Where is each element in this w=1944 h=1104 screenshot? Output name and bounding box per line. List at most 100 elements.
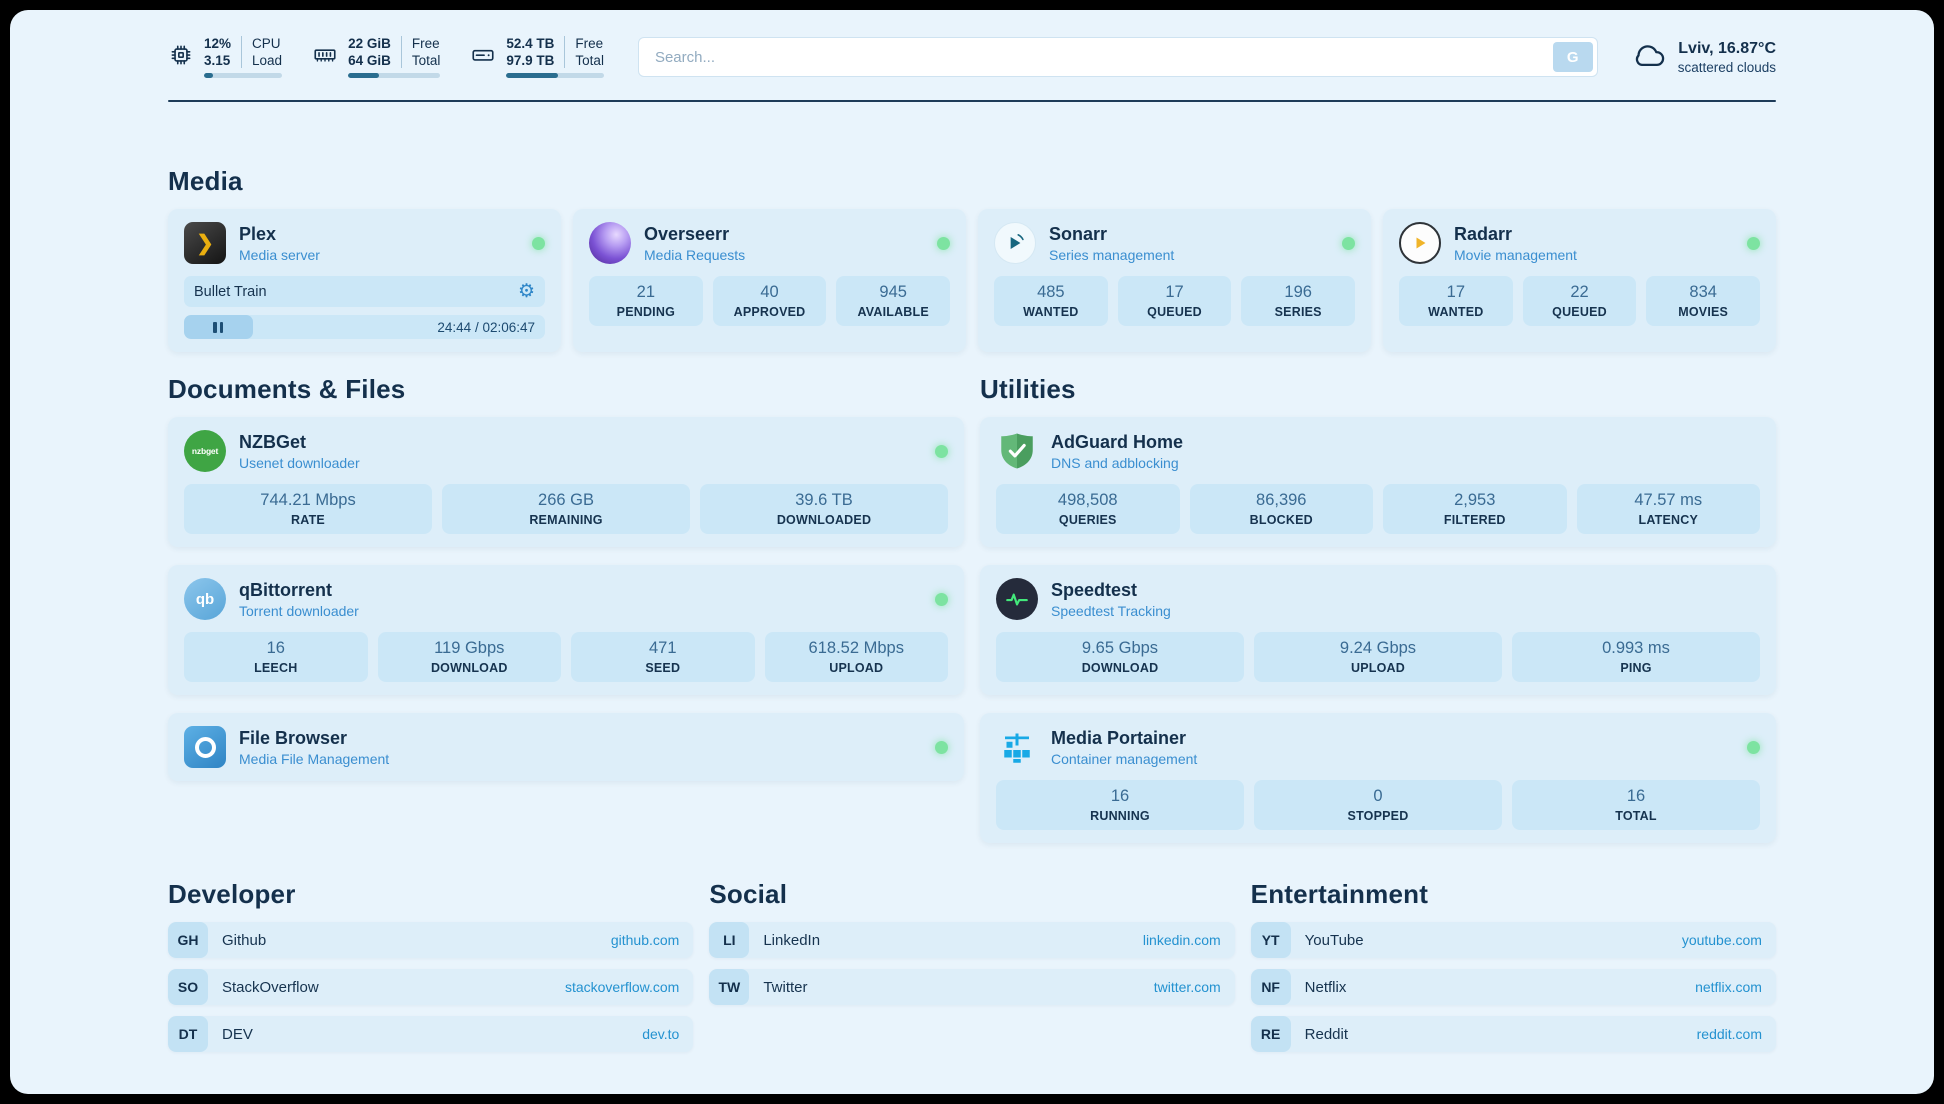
- bookmark-row-reddit[interactable]: RE Reddit reddit.com: [1250, 1016, 1776, 1052]
- bookmark-row-stackoverflow[interactable]: SO StackOverflow stackoverflow.com: [168, 969, 694, 1005]
- service-name: Speedtest: [1051, 579, 1138, 600]
- card-qbittorrent[interactable]: qb qBittorrent Torrent downloader 16 LEE…: [168, 565, 964, 695]
- service-subtitle: Media server: [239, 246, 320, 263]
- card-speedtest[interactable]: Speedtest Speedtest Tracking 9.65 Gbps D…: [980, 565, 1776, 695]
- ram-readout: 22 GiB 64 GiB Free Total: [348, 36, 441, 78]
- status-dot: [935, 444, 948, 458]
- stat-box: 471 SEED: [571, 632, 755, 682]
- bookmark-row-linkedin[interactable]: LI LinkedIn linkedin.com: [709, 922, 1235, 958]
- system-widgets: 12% 3.15 CPU Load: [168, 36, 604, 78]
- card-adguard[interactable]: AdGuard Home DNS and adblocking 498,508 …: [980, 417, 1776, 547]
- bookmark-row-youtube[interactable]: YT YouTube youtube.com: [1250, 922, 1776, 958]
- stat-label: TOTAL: [1615, 809, 1657, 823]
- bookmark-row-twitter[interactable]: TW Twitter twitter.com: [709, 969, 1235, 1005]
- stat-label: RUNNING: [1090, 809, 1150, 823]
- search-input[interactable]: [637, 37, 1598, 77]
- portainer-icon: [996, 726, 1038, 768]
- cpu-widget: 12% 3.15 CPU Load: [168, 36, 283, 78]
- ram-icon: [312, 42, 338, 73]
- stat-value: 16: [266, 639, 285, 657]
- card-sonarr[interactable]: Sonarr Series management 485 WANTED 17 Q…: [978, 209, 1371, 352]
- stat-value: 945: [879, 283, 907, 301]
- bookmark-row-netflix[interactable]: NF Netflix netflix.com: [1250, 969, 1776, 1005]
- card-nzbget[interactable]: nzbget NZBGet Usenet downloader 744.21 M…: [168, 417, 964, 547]
- stat-value: 119 Gbps: [434, 639, 505, 657]
- cpu-progress-bar: [204, 73, 283, 78]
- stat-box: 40 APPROVED: [712, 276, 827, 326]
- stat-box: 22 QUEUED: [1522, 276, 1637, 326]
- bookmark-name: StackOverflow: [222, 978, 319, 996]
- media-section-title: Media: [168, 166, 243, 196]
- stat-box: 47.57 ms LATENCY: [1576, 484, 1760, 534]
- stat-box: 9.65 Gbps DOWNLOAD: [996, 632, 1244, 682]
- stat-label: DOWNLOADED: [776, 513, 872, 527]
- stat-label: MOVIES: [1678, 305, 1729, 319]
- stat-box: 485 WANTED: [994, 276, 1108, 326]
- bookmark-group-title: Developer: [168, 879, 296, 909]
- stat-value: 16: [1110, 787, 1130, 805]
- ram-label-bottom: Total: [411, 53, 441, 68]
- stat-label: SERIES: [1274, 305, 1322, 319]
- search-provider-button[interactable]: G: [1552, 42, 1593, 72]
- playback-progress-bar: 24:44 / 02:06:47: [184, 315, 545, 339]
- bookmark-url: github.com: [610, 932, 680, 948]
- stat-value: 0: [1373, 787, 1383, 805]
- divider: [400, 36, 402, 68]
- gear-icon[interactable]: ⚙: [517, 281, 535, 302]
- content: 12% 3.15 CPU Load: [10, 10, 1934, 1094]
- service-subtitle: Series management: [1049, 246, 1175, 263]
- cpu-progress-fill: [204, 73, 214, 78]
- status-dot: [1747, 740, 1760, 754]
- stat-value: 17: [1446, 283, 1466, 301]
- bookmark-row-dev[interactable]: DT DEV dev.to: [168, 1016, 694, 1052]
- disk-label-top: Free: [575, 36, 604, 51]
- stat-label: UPLOAD: [829, 661, 884, 675]
- stat-value: 196: [1284, 283, 1312, 301]
- card-radarr[interactable]: Radarr Movie management 17 WANTED 22 QUE…: [1383, 209, 1776, 352]
- stat-label: DOWNLOAD: [1081, 661, 1159, 675]
- service-name: qBittorrent: [239, 579, 332, 600]
- stat-value: 744.21 Mbps: [260, 491, 356, 509]
- now-playing-title: Bullet Train: [194, 283, 267, 300]
- dev-icon: DT: [168, 1016, 208, 1052]
- playback-time: 24:44 / 02:06:47: [437, 319, 535, 335]
- stat-value: 17: [1165, 283, 1184, 301]
- service-name: Overseerr: [644, 223, 730, 244]
- stat-value: 21: [636, 283, 656, 301]
- card-portainer[interactable]: Media Portainer Container management 16 …: [980, 713, 1776, 843]
- bookmark-row-github[interactable]: GH Github github.com: [168, 922, 694, 958]
- adguard-icon: [996, 430, 1038, 472]
- stat-box: 945 AVAILABLE: [836, 276, 951, 326]
- media-grid: ❯ Plex Media server Bullet Train ⚙ 24:44…: [168, 209, 1776, 352]
- disk-progress-fill: [506, 73, 559, 78]
- bookmark-group-title: Social: [709, 879, 788, 909]
- service-subtitle: Media Requests: [644, 246, 746, 263]
- stat-box: 86,396 BLOCKED: [1189, 484, 1373, 534]
- stat-label: APPROVED: [733, 305, 806, 319]
- playback-progress-fill: [184, 315, 253, 339]
- stat-box: 2,953 FILTERED: [1383, 484, 1567, 534]
- stat-label: QUERIES: [1058, 513, 1117, 527]
- cpu-percent: 12%: [204, 36, 232, 51]
- stat-box: 39.6 TB DOWNLOADED: [700, 484, 948, 534]
- card-plex[interactable]: ❯ Plex Media server Bullet Train ⚙ 24:44…: [168, 209, 561, 352]
- stat-box: 16 RUNNING: [996, 780, 1244, 830]
- speedtest-icon: [996, 578, 1038, 620]
- status-dot: [935, 592, 948, 606]
- stat-value: 9.24 Gbps: [1339, 639, 1417, 657]
- service-name: Media Portainer: [1051, 727, 1187, 748]
- stat-box: 21 PENDING: [589, 276, 703, 326]
- stat-box: 744.21 Mbps RATE: [184, 484, 432, 534]
- youtube-icon: YT: [1250, 922, 1291, 958]
- cpu-label-top: CPU: [252, 36, 281, 51]
- pause-icon[interactable]: [213, 321, 224, 333]
- cpu-icon: [168, 42, 194, 73]
- cpu-readout: 12% 3.15 CPU Load: [204, 36, 283, 78]
- stat-label: REMAINING: [529, 513, 603, 527]
- card-filebrowser[interactable]: File Browser Media File Management: [168, 713, 964, 781]
- weather-widget: Lviv, 16.87°C scattered clouds: [1632, 38, 1776, 77]
- stat-label: PING: [1620, 661, 1652, 675]
- stat-value: 266 GB: [538, 491, 594, 509]
- weather-location: Lviv, 16.87°C: [1678, 39, 1776, 57]
- card-overseerr[interactable]: Overseerr Media Requests 21 PENDING 40 A…: [573, 209, 966, 352]
